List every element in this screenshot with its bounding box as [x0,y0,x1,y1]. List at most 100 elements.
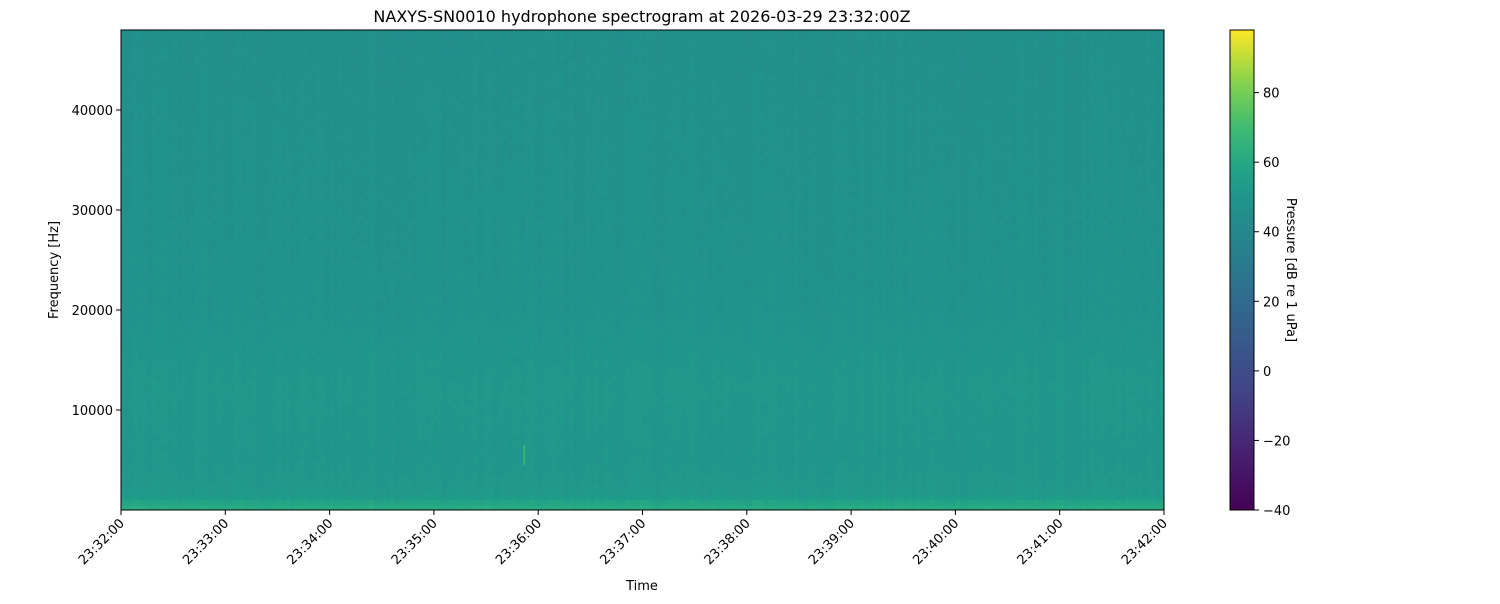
spectrogram-cell [434,485,439,490]
spectrogram-cell [577,480,582,485]
spectrogram-cell [503,460,508,465]
spectrogram-cell [412,475,417,480]
spectrogram-cell [1121,480,1126,485]
spectrogram-cell [317,455,322,460]
spectrogram-cell [1064,475,1069,480]
spectrogram-cell [929,495,934,500]
spectrogram-cell [656,490,661,495]
spectrogram-cell [1055,500,1060,505]
spectrogram-cell [773,480,778,485]
spectrogram-cell [390,470,395,475]
spectrogram-cell [264,455,269,460]
spectrogram-cell [334,475,339,480]
spectrogram-cell [1034,475,1039,480]
spectrogram-cell [855,475,860,480]
spectrogram-cell [547,460,552,465]
spectrogram-cell [1129,490,1134,495]
spectrogram-cell [1116,495,1121,500]
spectrogram-cell [903,500,908,505]
spectrogram-cell [799,490,804,495]
spectrogram-cell [1047,490,1052,495]
spectrogram-cell [1099,485,1104,490]
spectrogram-cell [191,485,196,490]
spectrogram-cell [534,480,539,485]
spectrogram-cell [360,500,365,505]
spectrogram-cell [960,460,965,465]
spectrogram-cell [751,470,756,475]
spectrogram-cell [608,470,613,475]
spectrogram-cell [217,455,222,460]
spectrogram-cell [938,485,943,490]
spectrogram-cell [443,490,448,495]
spectrogram-cell [464,500,469,505]
spectrogram-cell [751,485,756,490]
spectrogram-cell [560,475,565,480]
spectrogram-cell [330,475,335,480]
spectrogram-cell [638,460,643,465]
spectrogram-cell [1134,475,1139,480]
spectrogram-cell [469,475,474,480]
spectrogram-cell [986,495,991,500]
spectrogram-cell [521,495,526,500]
spectrogram-cell [912,495,917,500]
spectrogram-cell [1064,490,1069,495]
spectrogram-cell [803,490,808,495]
spectrogram-cell [286,495,291,500]
spectrogram-cell [916,480,921,485]
spectrogram-cell [417,495,422,500]
spectrogram-cell [673,470,678,475]
spectrogram-cell [264,495,269,500]
spectrogram-cell [516,495,521,500]
spectrogram-cell [356,490,361,495]
spectrogram-cell [855,485,860,490]
spectrogram-cell [1099,465,1104,470]
spectrogram-cell [495,455,500,460]
spectrogram-cell [395,470,400,475]
spectrogram-cell [656,475,661,480]
spectrogram-cell [443,480,448,485]
spectrogram-cell [338,485,343,490]
spectrogram-cell [230,490,235,495]
spectrogram-cell [178,465,183,470]
spectrogram-cell [204,460,209,465]
spectrogram-cell [221,480,226,485]
spectrogram-cell [295,480,300,485]
spectrogram-cell [277,500,282,505]
spectrogram-cell [912,480,917,485]
spectrogram-cell [986,475,991,480]
spectrogram-cell [751,495,756,500]
spectrogram-cell [1103,500,1108,505]
spectrogram-cell [942,465,947,470]
spectrogram-cell [938,495,943,500]
spectrogram-cell [156,470,161,475]
spectrogram-cell [208,455,213,460]
spectrogram-cell [364,485,369,490]
spectrogram-cell [868,485,873,490]
spectrogram-cell [308,500,313,505]
spectrogram-cell [855,465,860,470]
spectrogram-cell [682,490,687,495]
spectrogram-cell [304,455,309,460]
spectrogram-cell [925,465,930,470]
spectrogram-cell [621,500,626,505]
spectrogram-cell [321,470,326,475]
spectrogram-cell [786,490,791,495]
spectrogram-cell [764,485,769,490]
spectrogram-cell [912,465,917,470]
spectrogram-cell [816,490,821,495]
spectrogram-cell [191,470,196,475]
spectrogram-cell [821,500,826,505]
spectrogram-cell [1125,485,1130,490]
spectrogram-cell [382,470,387,475]
spectrogram-cell [960,500,965,505]
spectrogram-cell [938,460,943,465]
spectrogram-cell [1034,460,1039,465]
spectrogram-cell [895,480,900,485]
spectrogram-cell [295,490,300,495]
spectrogram-cell [634,460,639,465]
spectrogram-cell [1121,485,1126,490]
spectrogram-cell [695,470,700,475]
spectrogram-cell [434,490,439,495]
spectrogram-cell [825,475,830,480]
spectrogram-cell [1038,465,1043,470]
